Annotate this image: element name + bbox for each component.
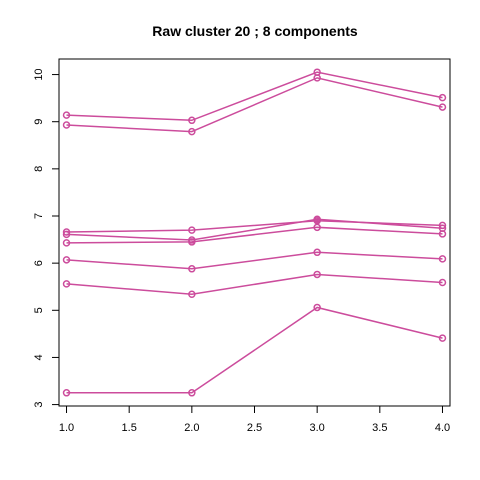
series-line: [66, 306, 443, 394]
y-tick-label: 10: [33, 68, 45, 80]
data-point: [188, 290, 196, 299]
y-tick-label: 9: [33, 119, 45, 125]
y-tick-label: 6: [33, 260, 45, 266]
series-layer: [62, 68, 447, 397]
x-tick-label: 3.0: [310, 422, 325, 434]
x-tick-label: 1.5: [122, 422, 137, 434]
series-line: [66, 218, 443, 241]
data-point: [438, 221, 447, 230]
data-point: [188, 116, 196, 125]
data-point: [438, 230, 447, 238]
y-tick-label: 5: [33, 307, 45, 313]
series-5: [62, 223, 447, 247]
data-point: [188, 226, 196, 234]
data-point: [438, 278, 447, 287]
data-point: [62, 230, 71, 239]
data-point: [62, 239, 71, 247]
series-line: [66, 77, 443, 133]
data-point: [62, 389, 71, 397]
y-tick-label: 4: [33, 354, 45, 360]
series-4: [62, 215, 447, 244]
x-axis: 1.0 1.5 2.0 2.5 3.0 3.5 4.0: [59, 405, 450, 434]
series-3: [62, 216, 447, 236]
series-2: [62, 74, 447, 136]
data-point: [313, 248, 321, 257]
series-8: [62, 303, 447, 397]
series-7: [62, 270, 447, 299]
x-tick-label: 1.0: [59, 422, 74, 434]
data-point: [438, 93, 447, 102]
x-tick-label: 4.0: [435, 422, 450, 434]
x-tick-label: 2.0: [184, 422, 199, 434]
plot-frame: [58, 58, 451, 407]
series-line: [66, 71, 443, 122]
data-point: [438, 255, 447, 263]
data-point: [62, 121, 71, 129]
series-line: [66, 226, 443, 244]
data-point: [438, 103, 447, 111]
data-point: [313, 74, 321, 82]
data-point: [188, 238, 196, 246]
data-point: [313, 270, 321, 279]
y-tick-label: 3: [33, 402, 45, 408]
series-6: [62, 248, 447, 273]
x-tick-label: 3.5: [372, 422, 387, 434]
x-tick-label: 2.5: [247, 422, 262, 434]
data-point: [188, 127, 196, 136]
data-point: [438, 334, 447, 342]
series-line: [66, 273, 443, 296]
y-axis: 3 4 5 6 7 8 9 10: [33, 68, 60, 408]
y-tick-label: 8: [33, 166, 45, 172]
y-tick-label: 7: [33, 213, 45, 219]
data-point: [188, 265, 196, 273]
series-line: [66, 251, 443, 270]
data-point: [313, 223, 321, 232]
data-point: [62, 280, 71, 288]
series-1: [62, 68, 447, 125]
data-point: [313, 303, 321, 312]
data-point: [188, 389, 196, 397]
data-point: [62, 111, 71, 119]
chart-title: Raw cluster 20 ; 8 components: [152, 23, 358, 39]
data-point: [62, 256, 71, 264]
data-point: [313, 215, 321, 224]
